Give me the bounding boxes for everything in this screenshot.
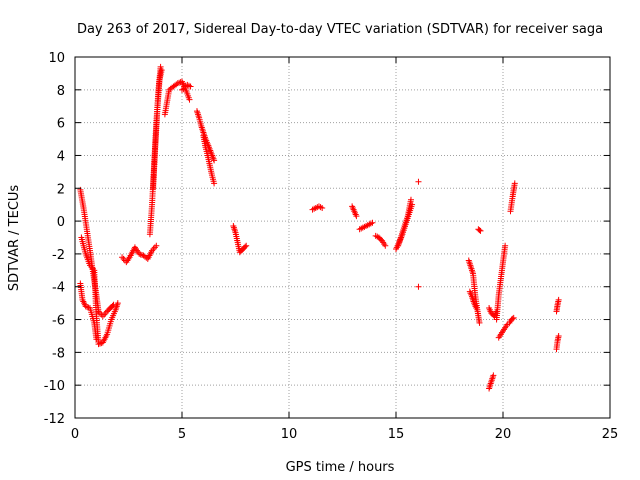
data-point-marker (511, 180, 518, 187)
x-tick-label: 10 (281, 427, 298, 442)
data-point-marker (157, 63, 164, 70)
data-point-marker (84, 303, 91, 310)
data-point-marker (353, 213, 360, 220)
data-point-marker (407, 196, 414, 203)
data-point-marker (176, 79, 183, 86)
x-tick-label: 0 (71, 427, 79, 442)
x-axis-label: GPS time / hours (286, 460, 395, 475)
x-tick-label: 15 (388, 427, 405, 442)
data-point-marker (211, 180, 218, 187)
data-point-marker (96, 340, 103, 347)
data-point-marker (153, 242, 160, 249)
data-point-marker (211, 157, 218, 164)
plot-frame (74, 56, 611, 419)
data-point-marker (415, 283, 422, 290)
data-point-marker (243, 242, 250, 249)
y-tick-label: -2 (52, 248, 65, 263)
data-point-marker (382, 242, 389, 249)
data-point-marker (109, 302, 116, 309)
data-point-marker (93, 336, 100, 343)
data-point-marker (490, 372, 497, 379)
grid (75, 57, 610, 418)
axis-ticks (74, 56, 611, 419)
data-point-marker (95, 341, 102, 348)
y-tick-label: 6 (57, 117, 65, 132)
y-tick-label: -10 (44, 379, 65, 394)
y-tick-label: -4 (52, 281, 65, 296)
y-tick-labels: -12 -10 -8 -6 -4 -2 0 2 4 6 8 10 (44, 51, 65, 427)
data-point-marker (158, 67, 165, 74)
y-tick-label: -8 (52, 346, 65, 361)
y-axis-label: SDTVAR / TECUs (7, 185, 22, 292)
data-point-marker (242, 243, 249, 250)
data-points (77, 63, 562, 392)
data-point-marker (476, 227, 483, 234)
y-tick-label: -6 (52, 314, 65, 329)
data-point-marker (114, 300, 121, 307)
data-point-marker (187, 83, 194, 90)
data-point-marker (502, 242, 509, 249)
chart-title: Day 263 of 2017, Sidereal Day-to-day VTE… (77, 22, 603, 37)
x-tick-labels: 0 5 10 15 20 25 (71, 427, 618, 442)
y-tick-label: 2 (57, 182, 65, 197)
x-tick-label: 20 (495, 427, 512, 442)
y-tick-label: 4 (57, 149, 65, 164)
x-tick-label: 25 (602, 427, 619, 442)
data-point-marker (510, 314, 517, 321)
data-point-marker (186, 96, 193, 103)
data-point-marker (415, 178, 422, 185)
data-point-marker (137, 251, 144, 258)
y-tick-label: -12 (44, 412, 65, 427)
data-point-marker (477, 227, 484, 234)
data-point-marker (82, 303, 89, 310)
data-point-marker (555, 332, 562, 339)
y-tick-label: 8 (57, 84, 65, 99)
data-point-marker (136, 250, 143, 257)
data-point-marker (319, 204, 326, 211)
y-tick-label: 0 (57, 215, 65, 230)
y-tick-label: 10 (48, 51, 65, 66)
data-point-marker (473, 305, 480, 312)
data-point-marker (509, 315, 516, 322)
data-point-marker (476, 319, 483, 326)
x-tick-label: 5 (178, 427, 186, 442)
data-point-marker (369, 219, 376, 226)
data-point-marker (555, 296, 562, 303)
